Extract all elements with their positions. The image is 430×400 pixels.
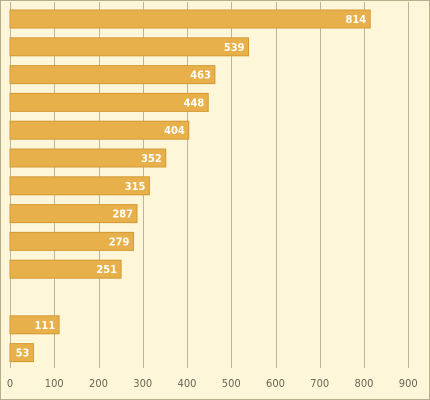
bar [9, 343, 34, 363]
bar [9, 65, 216, 85]
bar-value-label: 814 [346, 13, 367, 26]
x-tick-label: 700 [310, 377, 329, 390]
bar-value-label: 352 [141, 152, 162, 165]
x-tick-label: 600 [266, 377, 285, 390]
bar [9, 231, 134, 251]
x-tick-label: 300 [133, 377, 152, 390]
x-axis-tick-labels: 0 100 200 300 400 500 600 700 800 900 [7, 377, 418, 390]
bar [9, 120, 190, 140]
bar-value-label: 463 [190, 69, 211, 82]
grid-lines [10, 2, 409, 368]
bar-value-label: 53 [16, 347, 30, 360]
bar-value-label: 539 [224, 41, 245, 54]
bar-value-label: 111 [34, 319, 55, 332]
bar-value-label: 404 [164, 124, 185, 137]
bar [9, 92, 209, 112]
bar [9, 315, 60, 335]
x-tick-label: 0 [7, 377, 13, 390]
bar [9, 37, 250, 57]
x-tick-label: 100 [45, 377, 64, 390]
bar-labels: 814 539 463 448 404 352 315 287 279 251 111 53 [16, 13, 367, 360]
bar-value-label: 315 [125, 180, 146, 193]
bar-value-label: 251 [96, 263, 117, 276]
bar [9, 204, 138, 224]
x-tick-label: 900 [399, 377, 418, 390]
x-tick-label: 500 [222, 377, 241, 390]
x-tick-label: 800 [355, 377, 374, 390]
bar-value-label: 448 [184, 96, 205, 109]
bar [9, 9, 371, 29]
x-tick-label: 200 [89, 377, 108, 390]
bars [9, 9, 371, 363]
bar [9, 259, 122, 279]
bar [9, 176, 150, 196]
bar [9, 148, 167, 168]
x-tick-label: 400 [178, 377, 197, 390]
bar-value-label: 279 [109, 235, 130, 248]
bar-value-label: 287 [112, 208, 133, 221]
